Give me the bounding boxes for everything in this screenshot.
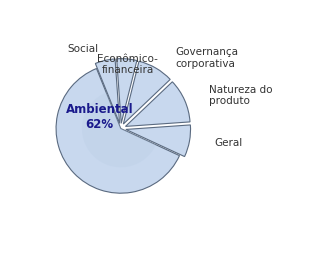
Text: Ambiental
62%: Ambiental 62%: [66, 103, 133, 131]
Wedge shape: [126, 82, 190, 126]
Text: Geral: Geral: [215, 138, 243, 148]
Wedge shape: [123, 61, 170, 124]
Text: Econômico-
financeira: Econômico- financeira: [97, 54, 158, 75]
Wedge shape: [95, 59, 120, 123]
Wedge shape: [56, 69, 179, 193]
Wedge shape: [117, 59, 137, 123]
Wedge shape: [82, 93, 156, 167]
Wedge shape: [126, 125, 191, 157]
Text: Natureza do
produto: Natureza do produto: [209, 85, 272, 106]
Text: Social: Social: [68, 44, 99, 54]
Text: Governança
corporativa: Governança corporativa: [175, 48, 238, 69]
